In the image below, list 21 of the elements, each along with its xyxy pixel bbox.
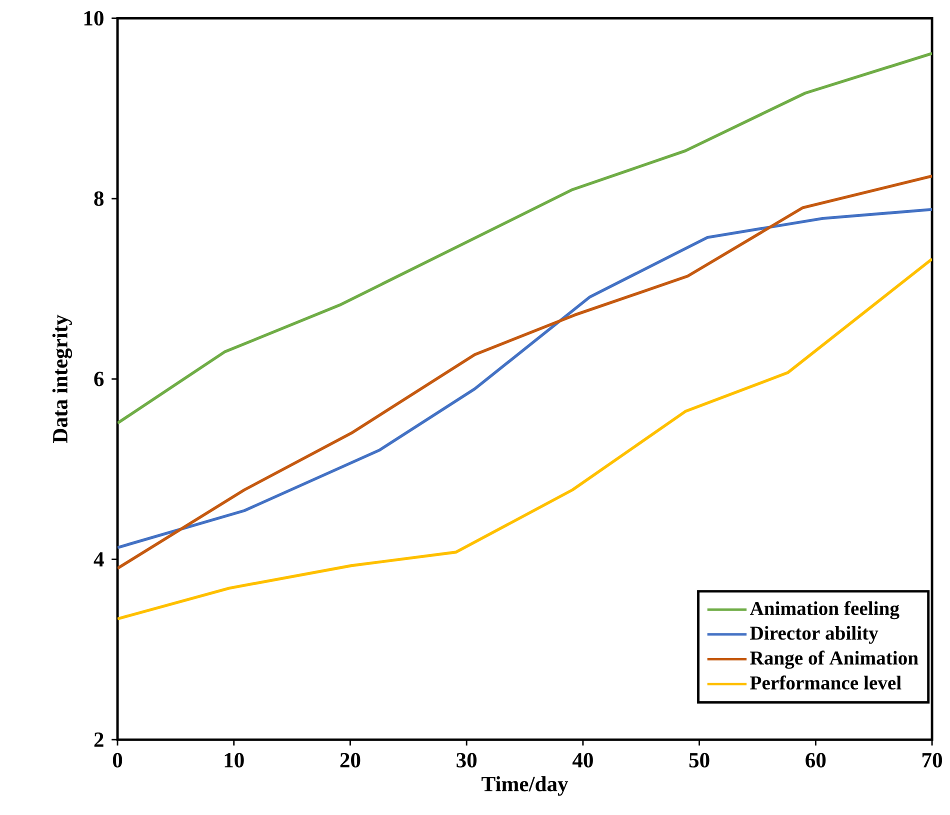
- y-tick-label: 6: [94, 372, 104, 386]
- x-tick-label: 20: [340, 753, 360, 768]
- x-tick-label: 60: [806, 753, 826, 768]
- y-axis-title: Data integrity: [52, 315, 72, 444]
- legend-label: Animation feeling: [750, 601, 900, 620]
- x-tick-label: 10: [224, 753, 244, 768]
- y-tick-label: 4: [94, 552, 104, 567]
- x-tick-label: 30: [456, 753, 477, 768]
- y-tick-label: 2: [94, 732, 104, 748]
- legend-label: Director ability: [750, 626, 878, 644]
- x-tick-label: 50: [689, 753, 710, 768]
- line-series: [118, 258, 932, 621]
- legend-label: Performance level: [750, 676, 902, 690]
- x-tick-label: 40: [572, 753, 593, 768]
- x-axis-title: Time/day: [482, 776, 568, 796]
- line-series: [118, 52, 932, 425]
- x-tick-label: 0: [112, 753, 122, 768]
- y-tick-label: 10: [84, 11, 104, 26]
- legend-label: Range of Animation: [750, 650, 918, 670]
- x-tick-label: 70: [922, 753, 942, 768]
- y-tick-label: 8: [94, 192, 104, 206]
